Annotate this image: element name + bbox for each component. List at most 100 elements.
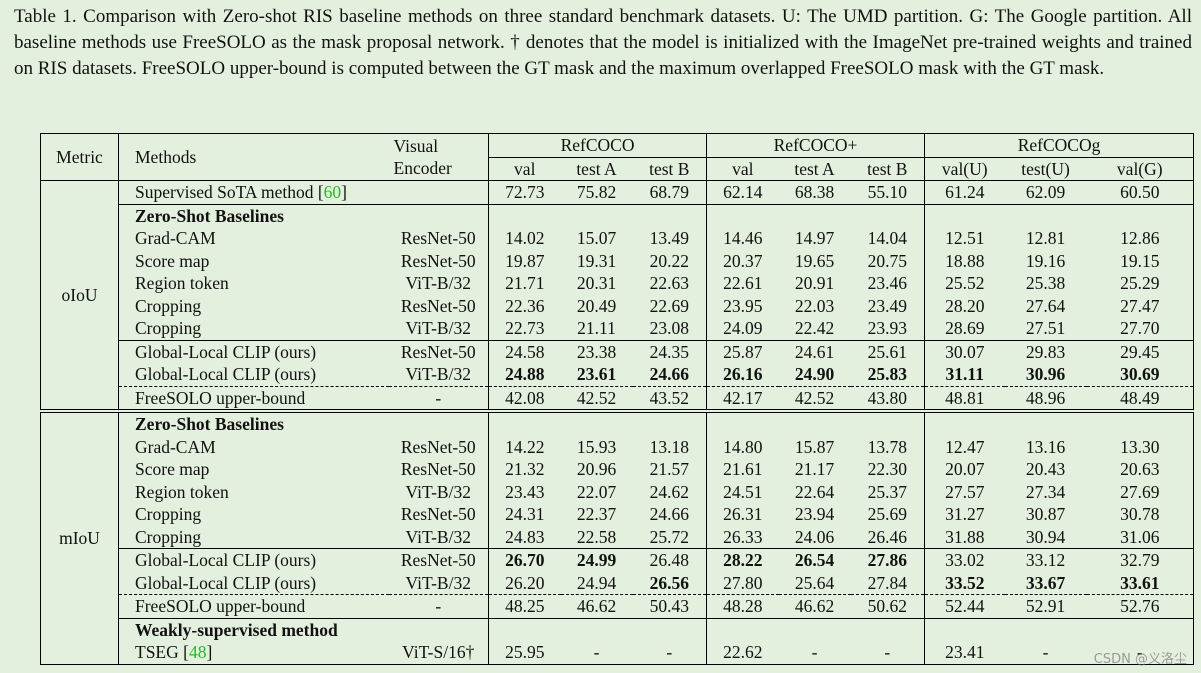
value-cell: 52.44 bbox=[924, 594, 1005, 618]
value: 24.61 bbox=[794, 341, 835, 362]
value: 24.58 bbox=[505, 341, 545, 362]
value: 15.87 bbox=[794, 436, 835, 457]
value-cell: 26.56 bbox=[633, 572, 707, 595]
value-cell: 60.50 bbox=[1087, 181, 1194, 205]
column-header: test A bbox=[794, 158, 835, 179]
value-cell: 21.61 bbox=[706, 458, 779, 481]
value-cell: 20.75 bbox=[851, 250, 925, 273]
value: 22.07 bbox=[576, 481, 617, 502]
value-cell: 19.87 bbox=[488, 249, 561, 272]
value: 14.80 bbox=[723, 436, 763, 457]
value: 20.49 bbox=[576, 295, 617, 316]
citation: [ bbox=[183, 642, 189, 663]
value: 33.52 bbox=[945, 572, 985, 593]
results-table: Metric Methods Visual Encoder RefCOCO RefCOC… bbox=[40, 133, 1195, 665]
value-cell: 25.95 bbox=[488, 641, 561, 664]
value-cell: 28.69 bbox=[924, 317, 1005, 340]
value: 20.07 bbox=[945, 459, 985, 480]
value-cell: 27.34 bbox=[1005, 481, 1087, 504]
value: 46.62 bbox=[794, 596, 835, 617]
encoder-name: ResNet-50 bbox=[400, 228, 476, 249]
value: 25.69 bbox=[867, 504, 907, 525]
table-row: Region token ViT-B/32 23.43 22.07 24.62 24.51… bbox=[41, 480, 1194, 504]
value: 50.43 bbox=[649, 596, 689, 617]
value-cell: 19.31 bbox=[561, 250, 633, 273]
value: 12.51 bbox=[945, 228, 985, 249]
value-cell: 12.86 bbox=[1087, 227, 1194, 250]
value-cell: 26.48 bbox=[632, 548, 707, 572]
value: 42.17 bbox=[723, 387, 763, 408]
header-cell: Metric bbox=[40, 133, 119, 181]
value: 42.52 bbox=[576, 387, 617, 408]
value: 22.63 bbox=[649, 273, 689, 294]
empty-cell bbox=[1086, 203, 1194, 227]
value: 26.46 bbox=[867, 526, 907, 547]
encoder-cell: ResNet-50 bbox=[389, 436, 489, 459]
empty-cell bbox=[560, 617, 633, 641]
value-cell: 24.88 bbox=[488, 363, 561, 386]
value: 30.69 bbox=[1120, 364, 1160, 385]
value: 21.32 bbox=[505, 459, 545, 480]
value: 27.84 bbox=[867, 572, 907, 593]
value-cell: 68.38 bbox=[779, 181, 851, 205]
metric-label: mIoU bbox=[40, 411, 119, 664]
value: 13.18 bbox=[649, 436, 689, 457]
value-cell: 20.22 bbox=[633, 250, 707, 273]
value-cell: 24.62 bbox=[633, 481, 707, 504]
table-row: oIoU Supervised SoTA method [60] 72.73 75.8… bbox=[40, 180, 1194, 411]
method-name: Grad-CAM bbox=[135, 436, 216, 457]
encoder-name: ViT-B/32 bbox=[405, 481, 471, 502]
method-cell: TSEG [48] bbox=[119, 641, 389, 664]
encoder-cell: ViT-B/32 bbox=[389, 526, 489, 549]
section-heading: Zero-Shot Baselines bbox=[118, 203, 489, 227]
value: 48.96 bbox=[1025, 387, 1066, 408]
column-header: val bbox=[706, 157, 779, 181]
value-cell: 26.16 bbox=[706, 363, 779, 386]
column-header: test(U) bbox=[1021, 158, 1070, 179]
value-cell: 43.80 bbox=[850, 385, 925, 411]
group-header: RefCOCO bbox=[487, 133, 707, 158]
value: 24.51 bbox=[723, 481, 763, 502]
value: 31.88 bbox=[945, 526, 985, 547]
value-cell: 20.63 bbox=[1087, 458, 1194, 481]
value: 20.22 bbox=[649, 250, 689, 271]
value: 24.66 bbox=[649, 504, 689, 525]
empty-cell bbox=[561, 411, 633, 436]
value: 30.87 bbox=[1025, 504, 1066, 525]
column-header: val bbox=[488, 157, 561, 181]
value-cell: 25.37 bbox=[851, 481, 925, 504]
empty-cell bbox=[488, 617, 561, 641]
value-cell: 27.47 bbox=[1087, 295, 1194, 318]
value: 52.76 bbox=[1120, 596, 1160, 617]
value-cell: 22.63 bbox=[633, 272, 707, 295]
value: 33.02 bbox=[945, 550, 985, 571]
empty-cell bbox=[850, 203, 925, 227]
encoder-cell: ViT-B/32 bbox=[389, 572, 489, 595]
value-cell: 23.49 bbox=[851, 295, 925, 318]
empty-cell bbox=[632, 617, 707, 641]
method-name: Global-Local CLIP (ours) bbox=[135, 364, 317, 385]
value: 25.52 bbox=[945, 273, 985, 294]
value: 31.11 bbox=[945, 364, 984, 385]
value-cell: 25.38 bbox=[1005, 272, 1087, 295]
value-cell: 20.49 bbox=[561, 295, 633, 318]
value-cell: 13.18 bbox=[633, 436, 707, 459]
table-row: Cropping ViT-B/32 24.83 22.58 25.72 26.33 24.0… bbox=[41, 525, 1194, 549]
value: 22.58 bbox=[576, 526, 617, 547]
value: 26.56 bbox=[649, 572, 689, 593]
value-cell: 21.57 bbox=[633, 458, 707, 481]
value: 23.94 bbox=[794, 504, 835, 525]
value: 26.70 bbox=[505, 550, 545, 571]
value: 12.47 bbox=[945, 436, 985, 457]
value: 23.08 bbox=[649, 318, 689, 339]
value: 25.95 bbox=[505, 642, 545, 663]
value-cell: 24.51 bbox=[706, 480, 779, 503]
value-cell: 14.80 bbox=[706, 435, 779, 458]
value-cell: 15.07 bbox=[561, 227, 633, 250]
value: 72.73 bbox=[505, 182, 545, 203]
encoder-cell: ViT-B/32 bbox=[389, 481, 489, 504]
value-cell: 30.78 bbox=[1087, 503, 1194, 526]
method-name: Region token bbox=[135, 481, 229, 502]
value-cell: 14.22 bbox=[488, 435, 561, 458]
encoder-name: ViT-B/32 bbox=[405, 318, 471, 339]
